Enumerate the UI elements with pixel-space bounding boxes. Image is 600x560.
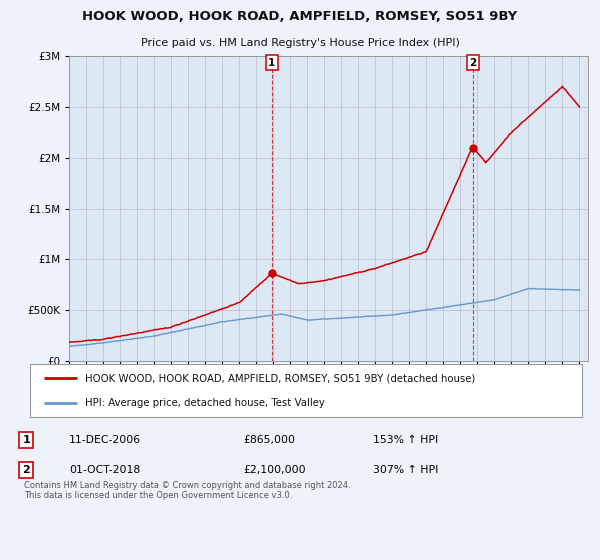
Text: 1: 1 (23, 435, 31, 445)
Text: 153% ↑ HPI: 153% ↑ HPI (373, 435, 439, 445)
Text: HPI: Average price, detached house, Test Valley: HPI: Average price, detached house, Test… (85, 398, 325, 408)
Text: HOOK WOOD, HOOK ROAD, AMPFIELD, ROMSEY, SO51 9BY (detached house): HOOK WOOD, HOOK ROAD, AMPFIELD, ROMSEY, … (85, 374, 476, 384)
Text: £2,100,000: £2,100,000 (244, 465, 306, 475)
Text: 307% ↑ HPI: 307% ↑ HPI (373, 465, 439, 475)
Text: £865,000: £865,000 (244, 435, 296, 445)
FancyBboxPatch shape (30, 364, 582, 417)
Text: HOOK WOOD, HOOK ROAD, AMPFIELD, ROMSEY, SO51 9BY: HOOK WOOD, HOOK ROAD, AMPFIELD, ROMSEY, … (82, 11, 518, 24)
Text: 2: 2 (470, 58, 477, 68)
Text: 11-DEC-2006: 11-DEC-2006 (69, 435, 141, 445)
Text: Contains HM Land Registry data © Crown copyright and database right 2024.
This d: Contains HM Land Registry data © Crown c… (23, 481, 350, 501)
Text: 1: 1 (268, 58, 275, 68)
Text: 2: 2 (23, 465, 31, 475)
Text: 01-OCT-2018: 01-OCT-2018 (69, 465, 140, 475)
Text: Price paid vs. HM Land Registry's House Price Index (HPI): Price paid vs. HM Land Registry's House … (140, 38, 460, 48)
